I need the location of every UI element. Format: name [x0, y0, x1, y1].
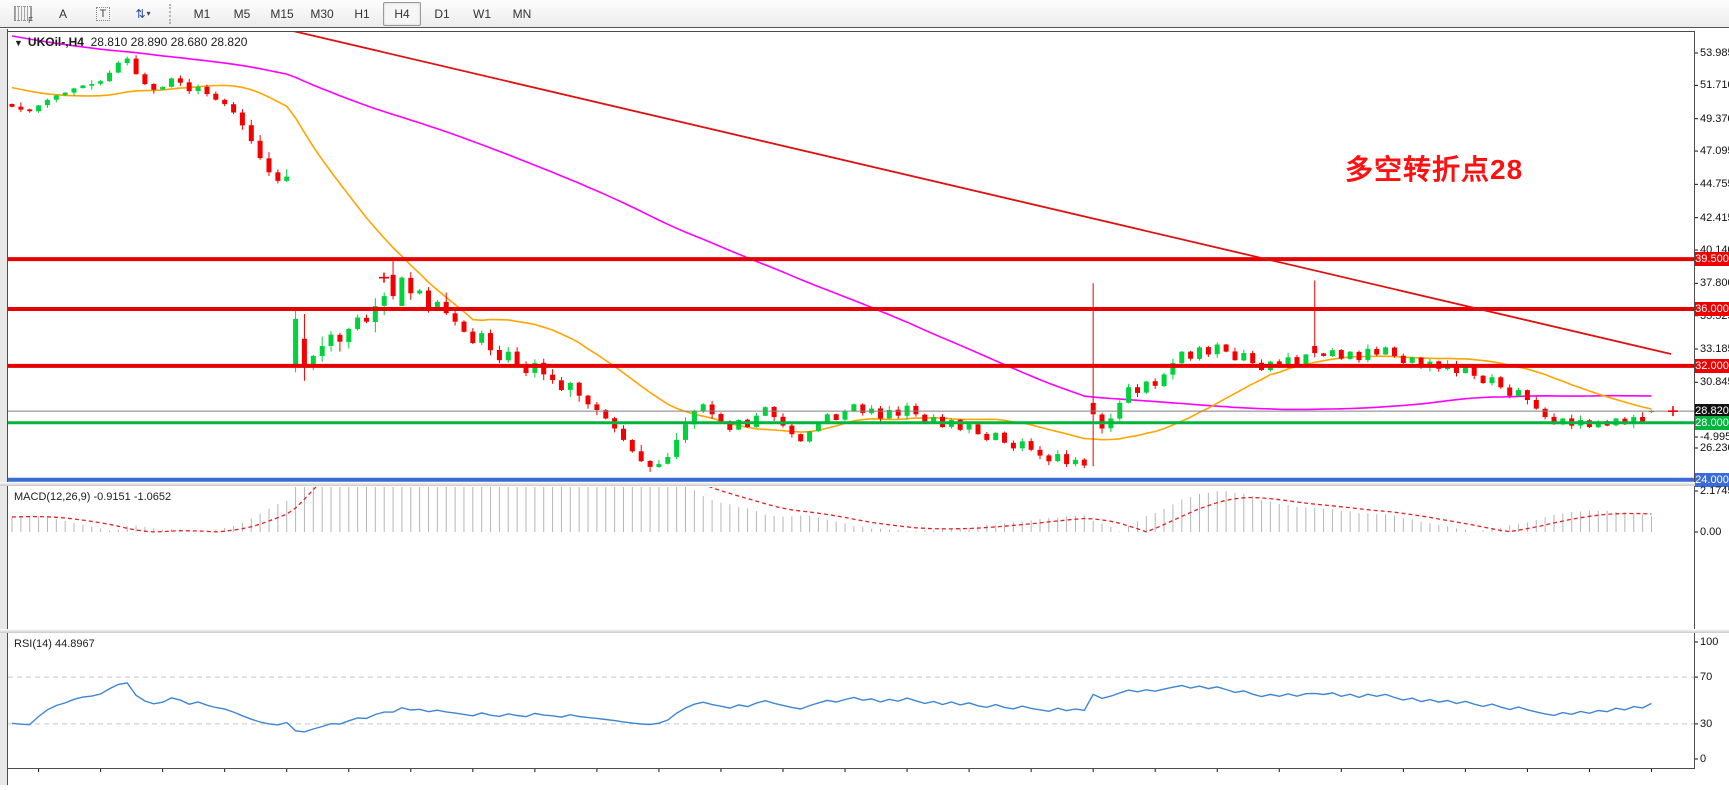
macd-tick-label: -4.9955: [1700, 431, 1729, 443]
price-tick-label: 33.185: [1700, 343, 1729, 356]
rsi-tick-label: 70: [1700, 671, 1713, 684]
toolbar-separator: [169, 3, 176, 24]
macd-panel-separator[interactable]: [0, 482, 1729, 486]
chevron-down-icon[interactable]: ▼: [14, 38, 23, 48]
price-badge-36.000: 36.000: [1695, 301, 1729, 316]
chart-canvas[interactable]: [0, 29, 1729, 785]
rsi-label: RSI(14) 44.8967: [14, 638, 95, 650]
rsi-tick-label: 0: [1700, 753, 1707, 765]
price-tick-label: 51.710: [1700, 79, 1729, 92]
arrows-icon: ⇅: [135, 6, 145, 21]
price-tick-label: 37.800: [1700, 277, 1729, 290]
timeframe-button-m15[interactable]: M15: [270, 6, 294, 21]
timeframe-button-h1[interactable]: H1: [354, 6, 370, 21]
label-a-tool-button[interactable]: A: [58, 6, 67, 21]
timeframe-button-mn[interactable]: MN: [512, 6, 532, 21]
price-tick-label: 42.415: [1700, 211, 1729, 224]
price-badge-24.000: 24.000: [1695, 472, 1729, 487]
grid-snap-f-tool-button[interactable]: F: [4, 2, 42, 26]
timeframe-button-h4[interactable]: H4: [383, 1, 421, 26]
price-tick-label: 30.845: [1700, 376, 1729, 389]
text-tool-icon: T: [95, 6, 111, 21]
timeframe-button-w1[interactable]: W1: [473, 6, 491, 21]
ohlc-values: 28.810 28.890 28.680 28.820: [90, 35, 248, 49]
timeframe-button-m1[interactable]: M1: [193, 6, 211, 21]
rsi-tick-label: 100: [1700, 636, 1719, 648]
chart-title: ▼ UKOil-,H4 28.810 28.890 28.680 28.820: [14, 35, 247, 49]
chart-window: ▼ UKOil-,H4 28.810 28.890 28.680 28.820 M…: [0, 29, 1729, 785]
macd-label: MACD(12,26,9) -0.9151 -1.0652: [14, 491, 172, 503]
chart-text-annotation: 多空转折点28: [1345, 154, 1524, 185]
price-tick-label: 44.755: [1700, 178, 1729, 191]
timeframe-button-m30[interactable]: M30: [310, 6, 334, 21]
toolbar: F A T ⇅ ▾ M1 M5 M15 M30 H1 H4 D1 W1 MN: [0, 0, 1729, 28]
price-tick-label: 47.095: [1700, 145, 1729, 158]
macd-tick-label: 0.00: [1700, 526, 1722, 538]
price-badge-32.000: 32.000: [1695, 358, 1729, 373]
rsi-panel-separator[interactable]: [0, 629, 1729, 633]
grid-f-icon: F: [14, 6, 33, 25]
price-tick-label: 49.370: [1700, 112, 1729, 125]
price-badge-28.000: 28.000: [1695, 415, 1729, 430]
price-tick-label: 26.230: [1700, 441, 1729, 454]
dropdown-caret-icon[interactable]: ▾: [146, 9, 151, 18]
price-tick-label: 53.985: [1700, 47, 1729, 59]
price-badge-39.500: 39.500: [1695, 252, 1729, 267]
text-t-tool-button[interactable]: T: [84, 2, 122, 26]
macd-tick-label: 2.1745: [1700, 485, 1729, 497]
rsi-tick-label: 30: [1700, 717, 1713, 730]
timeframe-button-d1[interactable]: D1: [434, 6, 450, 21]
timeframe-button-m5[interactable]: M5: [233, 6, 251, 21]
arrows-tool-button[interactable]: ⇅ ▾: [124, 2, 162, 26]
symbol-period-label: UKOil-,H4: [27, 35, 84, 49]
price-badge-28.820: 28.820: [1695, 404, 1729, 419]
